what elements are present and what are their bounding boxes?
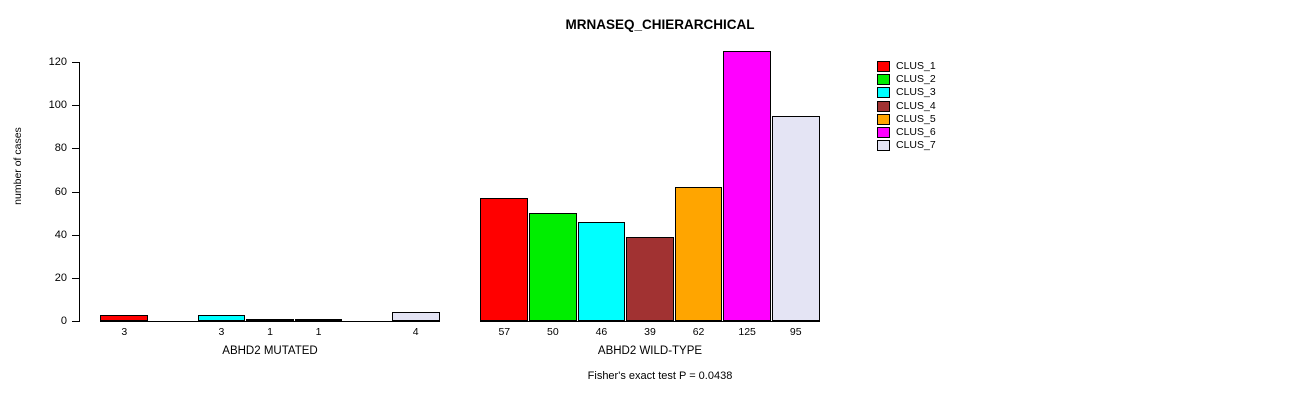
bar-value-label: 1: [315, 326, 322, 338]
legend-color-swatch: [877, 74, 890, 86]
bar[interactable]: [771, 115, 820, 321]
legend-item-label: CLUS_1: [896, 60, 936, 73]
bar[interactable]: [577, 221, 626, 321]
y-tick-mark: [72, 277, 79, 279]
legend-item[interactable]: CLUS_2: [877, 73, 936, 86]
y-tick-label-text: 100: [48, 99, 67, 112]
legend-color-swatch: [877, 113, 890, 125]
legend-color-swatch: [877, 127, 890, 139]
legend-item-label: CLUS_6: [896, 126, 936, 139]
x-axis-baseline: [100, 321, 440, 322]
bar-group-mutated: 3 3 1 1 4 ABHD2 MUTATED: [100, 62, 440, 357]
bar-value-label: 57: [498, 326, 511, 338]
bar[interactable]: [100, 314, 149, 321]
y-tick-mark: [72, 62, 79, 63]
bar-value-label: 3: [121, 326, 128, 338]
x-axis-baseline: [480, 321, 820, 322]
bar[interactable]: [391, 312, 440, 321]
bar-value-label: 3: [218, 326, 225, 338]
legend-item[interactable]: CLUS_1: [877, 60, 936, 73]
bar[interactable]: [529, 213, 577, 321]
legend-item[interactable]: CLUS_3: [877, 86, 936, 99]
bar-value-label: 50: [547, 326, 559, 338]
bar-value-label: 95: [789, 326, 802, 338]
bar[interactable]: [294, 318, 343, 321]
y-tick-mark: [72, 191, 79, 193]
legend-item[interactable]: CLUS_4: [877, 100, 936, 113]
legend-color-swatch: [877, 87, 890, 99]
bar-value-label: 4: [412, 326, 419, 338]
legend-color-swatch: [877, 140, 890, 152]
legend-item-label: CLUS_5: [896, 112, 936, 125]
y-tick-label-text: 20: [54, 271, 67, 284]
legend-item-label: CLUS_7: [896, 139, 936, 152]
bar-value-label: 1: [267, 326, 273, 338]
bar-value-label: 39: [644, 326, 656, 338]
legend-item-label: CLUS_4: [896, 99, 936, 112]
group-axis-label: ABHD2 WILD-TYPE: [597, 345, 703, 357]
bar[interactable]: [723, 51, 771, 321]
bar[interactable]: [480, 197, 529, 321]
y-tick-label-text: 40: [54, 228, 67, 241]
y-axis-title: number of cases: [12, 127, 24, 205]
fisher-test-annotation: Fisher's exact test P = 0.0438: [587, 370, 733, 382]
y-tick-label-text: 80: [54, 142, 67, 155]
y-tick-label-text: 120: [48, 56, 67, 68]
y-axis-line: [79, 62, 80, 322]
legend-item-label: CLUS_2: [896, 73, 936, 86]
bar[interactable]: [197, 314, 246, 321]
bar-value-label: 46: [595, 326, 608, 338]
legend-item[interactable]: CLUS_5: [877, 113, 936, 126]
legend: CLUS_1 CLUS_2 CLUS_3 CLUS_4 CLUS_5 CLUS_6 CLUS…: [877, 60, 936, 152]
group-axis-label: ABHD2 MUTATED: [222, 345, 318, 357]
bar[interactable]: [674, 187, 723, 321]
y-tick-mark: [72, 234, 79, 236]
bar-group-wild-type: 57 50 46 39 62 125 95 ABHD2 WILD-TYPE: [480, 51, 820, 357]
y-tick-label-text: 0: [60, 315, 67, 327]
legend-color-swatch: [877, 61, 890, 73]
bar-value-label: 62: [692, 326, 705, 338]
bar-value-label: 125: [738, 326, 756, 338]
y-tick-label-text: 60: [54, 185, 67, 198]
y-tick-mark: [72, 105, 79, 107]
legend-item[interactable]: CLUS_7: [877, 139, 936, 152]
legend-color-swatch: [877, 100, 890, 112]
legend-item-label: CLUS_3: [896, 86, 936, 99]
chart-title: MRNASEQ_CHIERARCHICAL: [100, 16, 1220, 34]
bar[interactable]: [626, 236, 674, 321]
y-tick-mark: [72, 148, 79, 150]
chart-title-text: MRNASEQ_CHIERARCHICAL: [565, 17, 755, 32]
bar[interactable]: [246, 318, 294, 321]
legend-item[interactable]: CLUS_6: [877, 126, 936, 139]
y-tick-mark: [72, 321, 79, 322]
